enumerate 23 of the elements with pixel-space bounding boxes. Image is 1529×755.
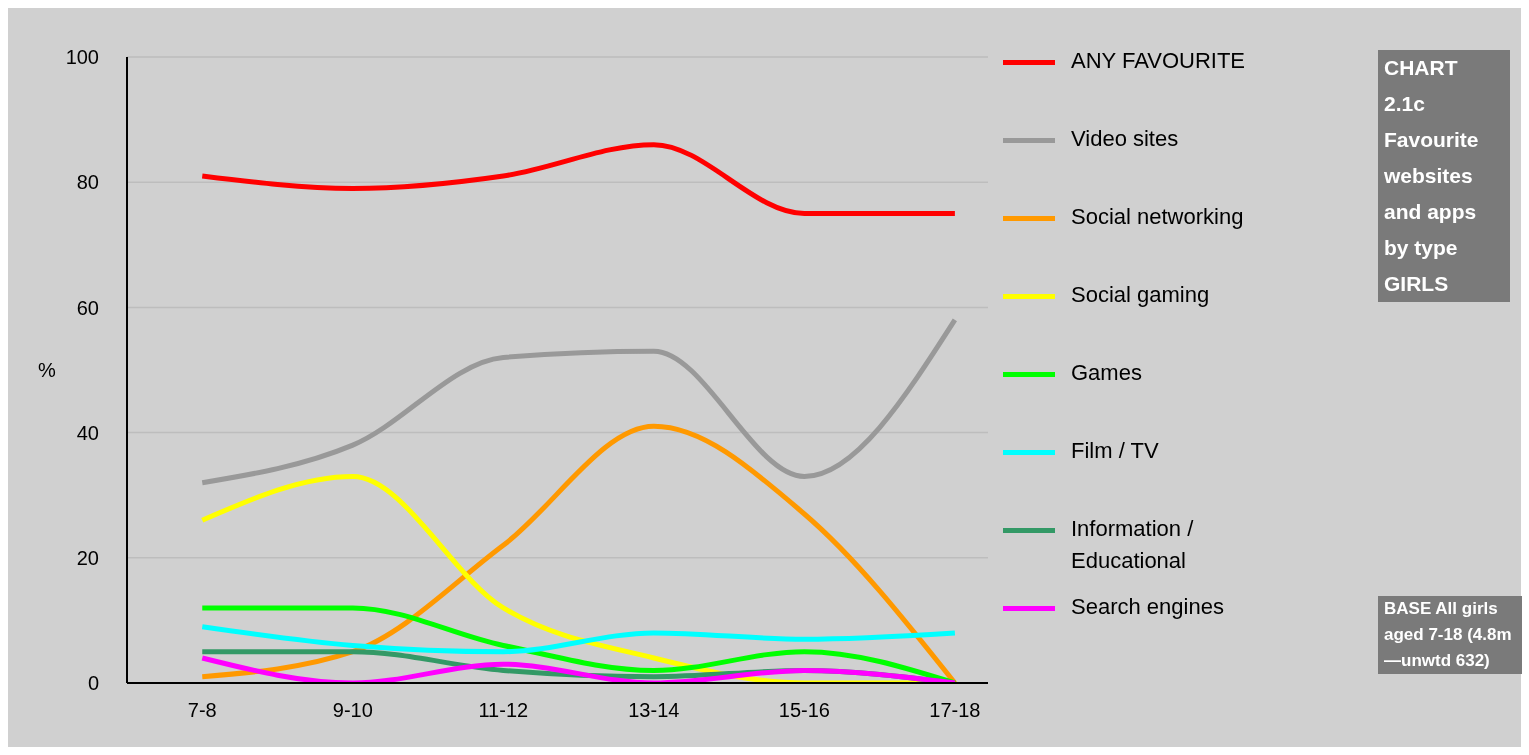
legend-label: ANY FAVOURITE xyxy=(1071,47,1246,75)
x-tick-label: 17-18 xyxy=(929,699,981,722)
legend-label: Film / TV xyxy=(1071,437,1160,465)
y-tick-label: 60 xyxy=(76,296,99,319)
x-tick-label: 15-16 xyxy=(778,699,830,722)
text: CHART 2.1c Favourite websites and apps by type GIRLS xyxy=(1378,50,1510,302)
y-tick-label: 100 xyxy=(65,46,99,69)
legend-label: Search engines xyxy=(1071,593,1225,621)
legend-label: Information / Educational xyxy=(1071,515,1195,575)
legend-label: Social networking xyxy=(1071,203,1245,231)
x-tick-label: 9-10 xyxy=(332,699,373,722)
y-axis-title: % xyxy=(38,359,56,382)
legend-label: Video sites xyxy=(1071,125,1180,153)
text: BASE All girls aged 7-18 (4.8m—unwtd 632) xyxy=(1378,596,1522,674)
y-tick-label: 0 xyxy=(87,672,99,695)
y-tick-label: 20 xyxy=(76,546,99,569)
y-tick-label: 40 xyxy=(76,421,99,444)
x-tick-label: 13-14 xyxy=(628,699,680,722)
legend-label: Games xyxy=(1071,359,1143,387)
legend-label: Social gaming xyxy=(1071,281,1211,309)
x-tick-label: 11-12 xyxy=(478,699,529,722)
x-tick-label: 7-8 xyxy=(187,699,217,722)
y-tick-label: 80 xyxy=(76,171,99,194)
